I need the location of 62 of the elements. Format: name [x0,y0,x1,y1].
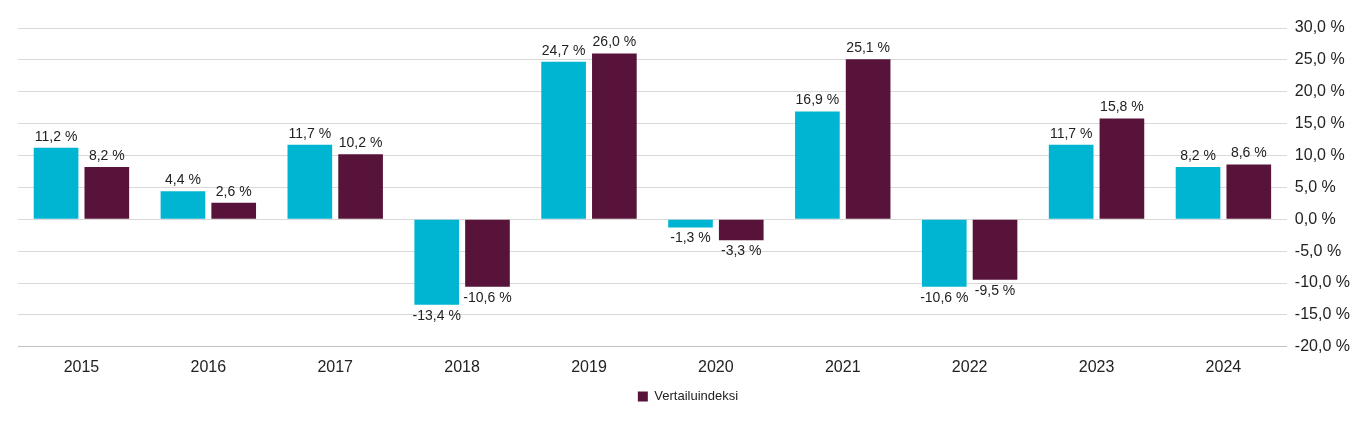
bar [845,59,891,219]
data-label: 2,6 % [215,182,252,199]
data-label: -9,5 % [974,281,1016,298]
x-tick-label: 2021 [824,357,861,375]
data-label: 11,7 % [1049,124,1093,141]
y-tick-label: 15,0 % [1294,114,1345,132]
y-tick-label: 5,0 % [1294,177,1336,195]
data-label: 25,1 % [846,39,890,56]
bar [718,219,764,241]
y-tick-label: 10,0 % [1294,145,1345,163]
data-label: 8,2 % [1180,146,1216,163]
bar [160,191,206,219]
y-tick-label: 30,0 % [1294,18,1345,36]
y-tick-label: -10,0 % [1294,273,1350,291]
y-tick-label: -20,0 % [1294,337,1350,355]
bar [592,53,637,219]
x-tick-label: 2024 [1205,357,1242,375]
data-label: 26,0 % [592,33,637,50]
bar [84,167,130,219]
bar [1048,144,1094,219]
data-label: -13,4 % [412,306,461,323]
bar [972,219,1018,280]
data-label: 8,6 % [1230,144,1267,161]
x-tick-label: 2022 [951,357,988,375]
data-label: -3,3 % [721,242,762,259]
data-label: 4,4 % [165,171,201,188]
data-label: 24,7 % [541,41,586,58]
data-label: -1,3 % [670,229,711,246]
bar [1175,167,1221,219]
y-tick-label: 0,0 % [1294,209,1336,227]
x-tick-label: 2018 [444,357,480,375]
bar [211,202,257,219]
y-tick-label: 25,0 % [1294,50,1345,68]
bar [33,147,79,219]
data-label: 10,2 % [338,134,383,151]
data-label: 11,7 % [288,124,332,141]
bar [1226,164,1272,219]
bar [338,154,383,219]
y-tick-label: -15,0 % [1294,305,1350,323]
bar [414,219,460,305]
y-tick-label: 20,0 % [1294,82,1345,100]
bar [795,111,840,219]
data-label: 15,8 % [1100,98,1144,115]
x-tick-label: 2020 [698,357,734,375]
data-label: 8,2 % [88,146,125,163]
data-label: 16,9 % [795,91,840,108]
x-tick-label: 2017 [317,357,354,375]
x-tick-label: 2019 [571,357,607,375]
bar [541,61,586,219]
bar [921,219,967,287]
bar [668,219,713,228]
legend-label: Vertailuindeksi [654,388,739,404]
bar [465,219,510,287]
data-label: 11,2 % [34,127,78,144]
bar [1099,118,1145,219]
bar [287,144,333,219]
x-tick-label: 2016 [190,357,227,375]
y-tick-label: -5,0 % [1294,241,1342,259]
data-label: -10,6 % [463,288,512,305]
x-tick-label: 2023 [1078,357,1115,375]
data-label: -10,6 % [920,288,969,305]
x-tick-label: 2015 [63,357,100,375]
